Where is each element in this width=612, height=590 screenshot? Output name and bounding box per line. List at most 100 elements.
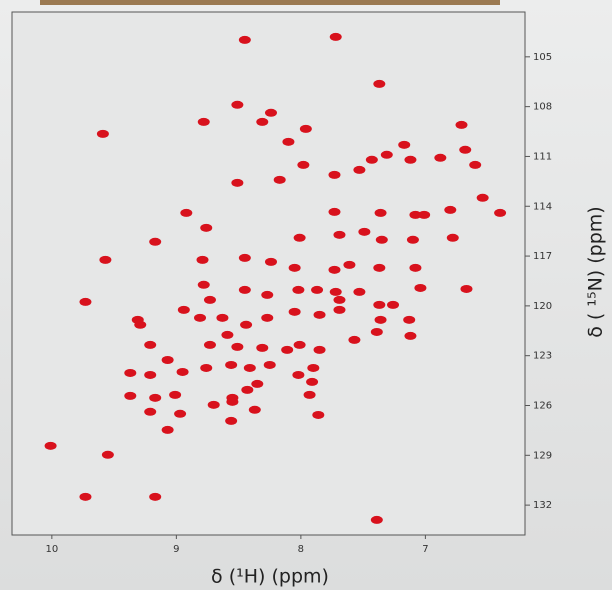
peak [353,165,366,174]
peak [476,193,489,202]
peak [373,79,386,88]
peak [370,515,383,524]
peak [403,315,416,324]
peak [144,370,157,379]
peak [261,290,274,299]
peak [404,155,417,164]
peak [328,207,341,216]
peak [200,223,213,232]
peak [225,360,238,369]
peak [144,407,157,416]
y-tick-label: 120 [533,301,552,312]
peak [226,397,239,406]
peak [375,235,388,244]
peak [374,315,387,324]
peak [303,390,316,399]
peak [374,208,387,217]
peak [124,368,137,377]
peak [281,345,294,354]
peak [328,170,341,179]
peak [306,377,319,386]
peak [404,331,417,340]
peak [313,310,326,319]
peak [216,313,229,322]
peak [353,287,366,296]
peak [134,320,147,329]
y-tick-label: 126 [533,400,552,411]
y-axis-title: δ ( ¹⁵N) (ppm) [585,206,607,337]
peak [149,393,162,402]
peak [149,492,162,501]
peak [243,363,256,372]
peak [418,210,431,219]
x-tick-label: 7 [422,544,428,555]
peak [370,327,383,336]
peak [231,100,244,109]
peak [231,178,244,187]
peak [263,360,276,369]
peak [149,237,162,246]
peak [311,285,324,294]
peak [231,342,244,351]
peak [333,305,346,314]
peak [196,255,209,264]
peak [96,129,109,138]
peak [293,233,306,242]
peak [343,260,356,269]
peak [241,385,254,394]
peak [256,117,269,126]
peak [197,117,210,126]
peak [455,120,468,129]
peak [333,230,346,239]
peak [264,257,277,266]
peak [297,160,310,169]
x-axis-title: δ (¹H) (ppm) [211,566,329,588]
peak [387,300,400,309]
peak [312,410,325,419]
peak [333,295,346,304]
x-tick-label: 8 [298,544,304,555]
y-tick-label: 111 [533,151,552,162]
peak [261,313,274,322]
peak [406,235,419,244]
peak [460,284,473,293]
top-bar [40,0,500,5]
peak [169,390,182,399]
peak [203,295,216,304]
peak [292,285,305,294]
peak [240,320,253,329]
y-tick-label: 129 [533,450,552,461]
y-tick-label: 114 [533,201,552,212]
x-tick-label: 10 [45,544,58,555]
peak [365,155,378,164]
peak [225,416,238,425]
peak [238,285,251,294]
peak [380,150,393,159]
peak [299,124,312,133]
peak [200,363,213,372]
peak [409,263,422,272]
peak [194,313,207,322]
peak [414,283,427,292]
peak [398,140,411,149]
peak [161,425,174,434]
peak [292,370,305,379]
peak [444,205,457,214]
peak [144,340,157,349]
peak [256,343,269,352]
peak [197,280,210,289]
peak [469,160,482,169]
plot-frame [11,11,526,536]
peak [79,297,92,306]
peak [307,363,320,372]
peak [288,307,301,316]
peak [238,35,251,44]
peak [44,441,57,450]
peak [251,379,264,388]
peak [176,367,189,376]
peak [288,263,301,272]
peak [264,108,277,117]
peak [494,208,507,217]
peak [273,175,286,184]
peak [329,32,342,41]
